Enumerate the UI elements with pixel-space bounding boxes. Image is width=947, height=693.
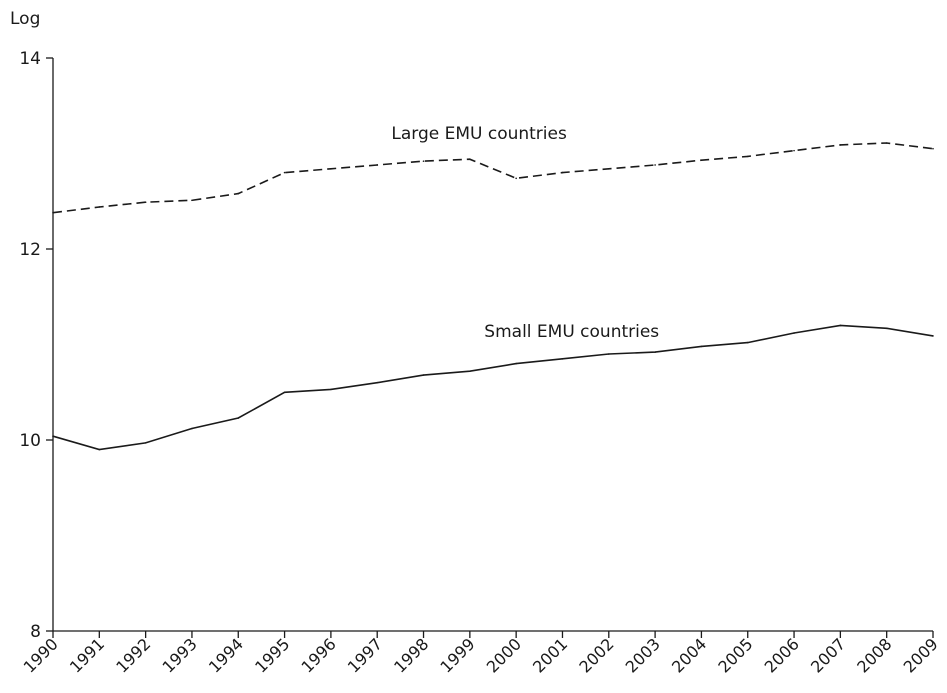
data-point bbox=[885, 142, 888, 144]
x-tick-label: 2008 bbox=[853, 634, 895, 676]
y-tick-label: 12 bbox=[19, 240, 41, 260]
data-point bbox=[52, 211, 54, 214]
data-point bbox=[376, 381, 379, 384]
y-tick-label: 14 bbox=[19, 49, 41, 69]
data-point bbox=[422, 374, 425, 376]
data-point bbox=[932, 147, 934, 150]
y-tick-label: 10 bbox=[19, 431, 41, 451]
x-tick-label: 2000 bbox=[483, 634, 525, 676]
data-point bbox=[607, 353, 610, 355]
data-point bbox=[330, 167, 332, 170]
data-point bbox=[191, 199, 193, 202]
data-point bbox=[654, 164, 656, 166]
x-tick-label: 2003 bbox=[622, 634, 664, 676]
data-point bbox=[839, 324, 842, 327]
x-tick-label: 2002 bbox=[575, 634, 617, 676]
data-point bbox=[52, 435, 54, 437]
x-tick-label: 2004 bbox=[668, 634, 710, 676]
y-tick-label: 8 bbox=[30, 622, 41, 642]
data-point bbox=[376, 164, 379, 166]
data-point bbox=[144, 201, 147, 204]
data-point bbox=[793, 149, 795, 152]
data-point bbox=[191, 427, 193, 430]
x-tick-label: 1998 bbox=[390, 634, 432, 676]
series-line-small-emu bbox=[52, 324, 934, 451]
data-point bbox=[515, 177, 517, 180]
x-tick-label: 1995 bbox=[251, 634, 293, 676]
data-point bbox=[330, 388, 332, 391]
data-point bbox=[700, 345, 703, 348]
x-tick-label: 2005 bbox=[714, 634, 756, 676]
x-tick-label: 1996 bbox=[297, 634, 339, 676]
data-point bbox=[144, 442, 147, 444]
data-point bbox=[469, 158, 471, 161]
data-point bbox=[793, 332, 795, 334]
x-tick-label: 2006 bbox=[761, 634, 803, 676]
x-tick-label: 1994 bbox=[205, 634, 247, 676]
data-point bbox=[237, 417, 240, 419]
data-point bbox=[839, 144, 842, 146]
y-axis-label: Log bbox=[10, 9, 40, 29]
data-point bbox=[561, 358, 564, 360]
x-tick-label: 2007 bbox=[807, 634, 849, 676]
data-point bbox=[746, 155, 749, 158]
data-point bbox=[700, 159, 703, 161]
series-points bbox=[52, 142, 934, 451]
data-point bbox=[654, 351, 656, 353]
x-tick-label: 1992 bbox=[112, 634, 154, 676]
data-point bbox=[98, 448, 101, 451]
data-point bbox=[283, 171, 286, 174]
data-point bbox=[561, 171, 564, 174]
x-tick-label: 1999 bbox=[436, 634, 478, 676]
series-label-large-emu: Large EMU countries bbox=[391, 124, 567, 144]
x-tick-label: 2009 bbox=[900, 634, 942, 676]
data-point bbox=[283, 391, 286, 394]
x-tick-label: 1991 bbox=[66, 634, 108, 676]
series-line-large-emu bbox=[52, 142, 934, 214]
data-point bbox=[98, 206, 101, 208]
data-point bbox=[885, 327, 888, 330]
data-point bbox=[515, 362, 517, 365]
x-tick-label: 1997 bbox=[344, 634, 386, 676]
data-point bbox=[422, 160, 425, 162]
data-point bbox=[932, 335, 934, 337]
data-point bbox=[607, 167, 610, 170]
data-point bbox=[469, 370, 471, 373]
data-point bbox=[746, 341, 749, 344]
x-tick-label: 1993 bbox=[159, 634, 201, 676]
series-label-small-emu: Small EMU countries bbox=[484, 322, 659, 342]
x-tick-label: 2001 bbox=[529, 634, 571, 676]
x-ticks: 1990 1991 1992 1993 1994 1995 1996 1997 1998 1999… bbox=[20, 631, 942, 677]
data-point bbox=[237, 192, 240, 195]
y-ticks: 8 10 12 14 bbox=[19, 49, 53, 642]
x-tick-label: 1990 bbox=[20, 634, 62, 676]
